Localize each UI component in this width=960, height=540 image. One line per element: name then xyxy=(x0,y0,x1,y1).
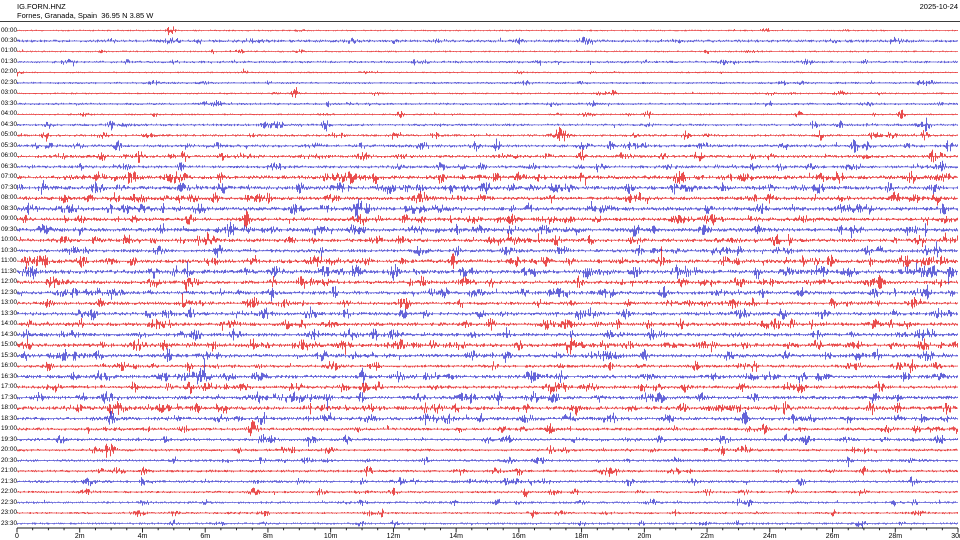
time-label: 19:00 xyxy=(1,425,17,433)
time-label: 17:30 xyxy=(1,393,17,401)
time-label: 09:00 xyxy=(1,215,17,223)
time-label: 13:30 xyxy=(1,309,17,317)
time-label: 01:30 xyxy=(1,58,17,66)
time-label: 22:30 xyxy=(1,498,17,506)
minute-tick-label: 6m xyxy=(200,533,211,540)
time-label: 11:00 xyxy=(1,257,17,265)
time-label: 15:30 xyxy=(1,351,17,359)
time-label: 22:00 xyxy=(1,488,17,496)
minute-tick-label: 8m xyxy=(263,533,273,540)
minute-tick-label: 16m xyxy=(512,533,526,540)
time-label: 09:30 xyxy=(1,226,17,234)
time-label: 14:30 xyxy=(1,330,17,338)
time-label: 03:00 xyxy=(1,89,17,97)
time-label: 19:30 xyxy=(1,435,17,443)
time-label: 15:00 xyxy=(1,341,17,349)
time-label: 07:00 xyxy=(1,173,17,181)
minute-tick-label: 24m xyxy=(762,533,777,540)
time-label: 07:30 xyxy=(1,184,17,192)
time-label: 10:30 xyxy=(1,246,17,254)
time-label: 21:00 xyxy=(1,467,17,475)
minute-tick-label: 4m xyxy=(137,533,148,540)
time-label: 06:00 xyxy=(1,152,17,160)
time-label: 17:00 xyxy=(1,383,17,391)
time-label: 03:30 xyxy=(1,100,17,108)
minute-tick-label: 30m xyxy=(951,533,960,540)
time-label: 11:30 xyxy=(1,267,17,275)
time-label: 05:30 xyxy=(1,142,17,150)
time-label: 12:00 xyxy=(1,278,17,286)
minute-tick-label: 12m xyxy=(386,533,401,540)
time-label: 00:00 xyxy=(1,26,17,34)
station-location: Fornes, Granada, Spain 36.95 N 3.85 W xyxy=(17,11,154,20)
minute-tick-label: 22m xyxy=(700,533,714,540)
time-label: 23:00 xyxy=(1,509,17,517)
time-label: 02:30 xyxy=(1,79,17,87)
header-divider xyxy=(0,21,960,22)
time-label: 04:00 xyxy=(1,110,17,118)
record-date: 2025-10-24 xyxy=(919,2,958,11)
minute-tick-label: 28m xyxy=(888,533,903,540)
minute-tick-label: 20m xyxy=(637,533,652,540)
time-label: 23:30 xyxy=(1,519,17,527)
station-code: IG.FORN.HNZ xyxy=(17,2,66,11)
minute-tick-label: 2m xyxy=(74,533,85,540)
minute-tick-label: 10m xyxy=(323,533,338,540)
time-label: 02:00 xyxy=(1,68,17,76)
time-label: 16:30 xyxy=(1,372,17,380)
time-label: 06:30 xyxy=(1,163,17,171)
time-label: 16:00 xyxy=(1,362,17,370)
time-label: 18:00 xyxy=(1,404,17,412)
minute-tick-label: 18m xyxy=(574,533,589,540)
minute-tick-label: 14m xyxy=(449,533,463,540)
time-label: 13:00 xyxy=(1,299,17,307)
time-label: 08:00 xyxy=(1,194,17,202)
time-label: 01:00 xyxy=(1,47,17,55)
minute-tick-label: 0 xyxy=(15,533,19,540)
time-label: 00:30 xyxy=(1,37,17,45)
time-label: 10:00 xyxy=(1,236,17,244)
time-label: 18:30 xyxy=(1,414,17,422)
time-label: 20:00 xyxy=(1,446,17,454)
time-label: 04:30 xyxy=(1,121,17,129)
minute-tick-label: 26m xyxy=(825,533,840,540)
time-label: 21:30 xyxy=(1,477,17,485)
time-label: 08:30 xyxy=(1,205,17,213)
time-label: 12:30 xyxy=(1,288,17,296)
time-label: 14:00 xyxy=(1,320,17,328)
time-label: 20:30 xyxy=(1,456,17,464)
time-label: 05:00 xyxy=(1,131,17,139)
